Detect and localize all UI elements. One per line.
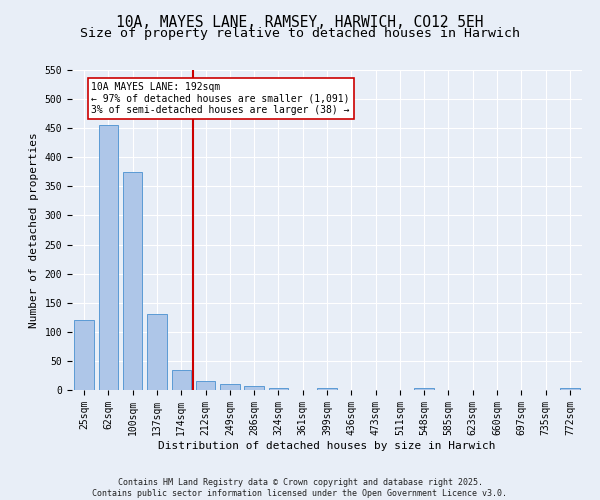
Bar [147,314,167,390]
Bar [560,388,580,390]
Bar [123,172,142,390]
Text: 10A, MAYES LANE, RAMSEY, HARWICH, CO12 5EH: 10A, MAYES LANE, RAMSEY, HARWICH, CO12 5… [116,15,484,30]
Bar [244,386,264,390]
Bar [196,382,215,390]
Bar [317,388,337,390]
Text: 10A MAYES LANE: 192sqm
← 97% of detached houses are smaller (1,091)
3% of semi-d: 10A MAYES LANE: 192sqm ← 97% of detached… [91,82,350,115]
Bar [415,388,434,390]
Bar [269,388,288,390]
Bar [220,384,239,390]
Text: Contains HM Land Registry data © Crown copyright and database right 2025.
Contai: Contains HM Land Registry data © Crown c… [92,478,508,498]
Bar [74,320,94,390]
Y-axis label: Number of detached properties: Number of detached properties [29,132,39,328]
Bar [99,126,118,390]
X-axis label: Distribution of detached houses by size in Harwich: Distribution of detached houses by size … [158,440,496,450]
Bar [172,370,191,390]
Text: Size of property relative to detached houses in Harwich: Size of property relative to detached ho… [80,28,520,40]
